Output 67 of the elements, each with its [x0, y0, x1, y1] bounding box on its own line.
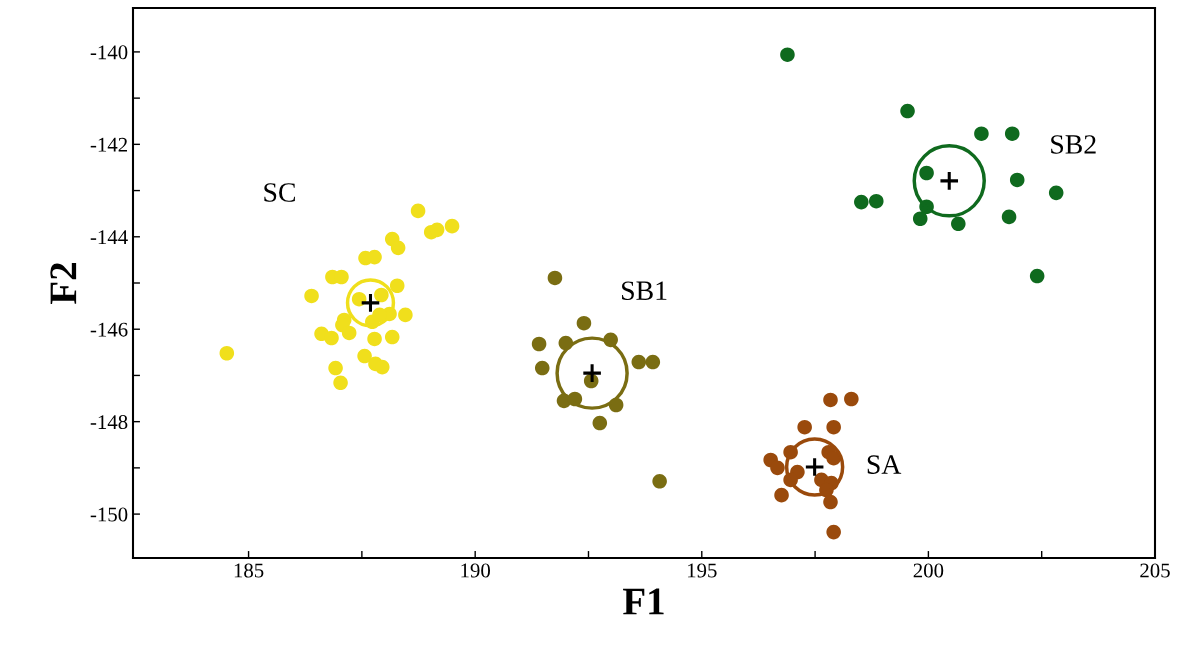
point — [576, 315, 592, 331]
point — [1009, 172, 1025, 188]
point — [333, 375, 348, 391]
point — [770, 460, 785, 476]
x-tick-label: 185 — [234, 563, 264, 578]
point — [372, 307, 387, 323]
y-tick-label: -148 — [90, 415, 128, 430]
point — [868, 193, 884, 209]
point — [389, 278, 405, 294]
point — [444, 218, 460, 234]
point — [219, 345, 235, 361]
point — [652, 473, 667, 489]
point — [367, 331, 382, 347]
x-tick-label: 190 — [461, 563, 491, 578]
y-tick-label: -140 — [90, 45, 128, 60]
point — [390, 240, 406, 256]
y-tick-label: -142 — [90, 137, 127, 152]
point — [974, 126, 989, 141]
point — [341, 325, 357, 341]
point — [844, 391, 859, 407]
x-tick-label: 195 — [687, 563, 717, 578]
point — [780, 47, 795, 62]
point — [774, 487, 789, 503]
point — [826, 419, 841, 435]
point — [324, 330, 339, 346]
point — [351, 291, 367, 307]
series-label: SA — [867, 455, 902, 474]
point — [912, 211, 928, 227]
point — [592, 415, 608, 431]
point — [1029, 268, 1045, 284]
point — [374, 359, 390, 375]
point — [1048, 185, 1064, 201]
x-axis-title: F1 — [623, 588, 664, 615]
series-label: SB2 — [1051, 135, 1096, 154]
point — [547, 270, 563, 286]
point — [1001, 209, 1017, 225]
point — [534, 360, 550, 376]
point — [1004, 126, 1020, 141]
series-label: SB1 — [622, 281, 667, 301]
point — [398, 307, 413, 323]
x-tick-label: 200 — [913, 563, 944, 578]
point — [367, 249, 382, 265]
point — [429, 222, 445, 238]
point — [823, 392, 838, 408]
point — [631, 354, 647, 370]
point — [854, 194, 869, 210]
point — [823, 494, 838, 510]
point — [328, 360, 343, 376]
y-tick-label: -146 — [90, 322, 128, 337]
point — [384, 329, 400, 345]
point — [826, 524, 841, 540]
point — [334, 269, 349, 285]
point — [374, 287, 389, 303]
point — [410, 203, 426, 219]
point — [531, 336, 547, 352]
y-axis-title: F2 — [50, 263, 77, 304]
text: SC — [264, 183, 295, 202]
x-tick-label: 205 — [1140, 563, 1170, 578]
y-tick-label: -144 — [90, 230, 128, 245]
y-tick-label: -150 — [90, 507, 128, 522]
point — [919, 165, 934, 181]
point — [645, 354, 661, 370]
point — [900, 103, 915, 119]
point — [304, 288, 319, 304]
point — [357, 348, 372, 364]
point — [797, 419, 812, 435]
point — [951, 216, 966, 232]
